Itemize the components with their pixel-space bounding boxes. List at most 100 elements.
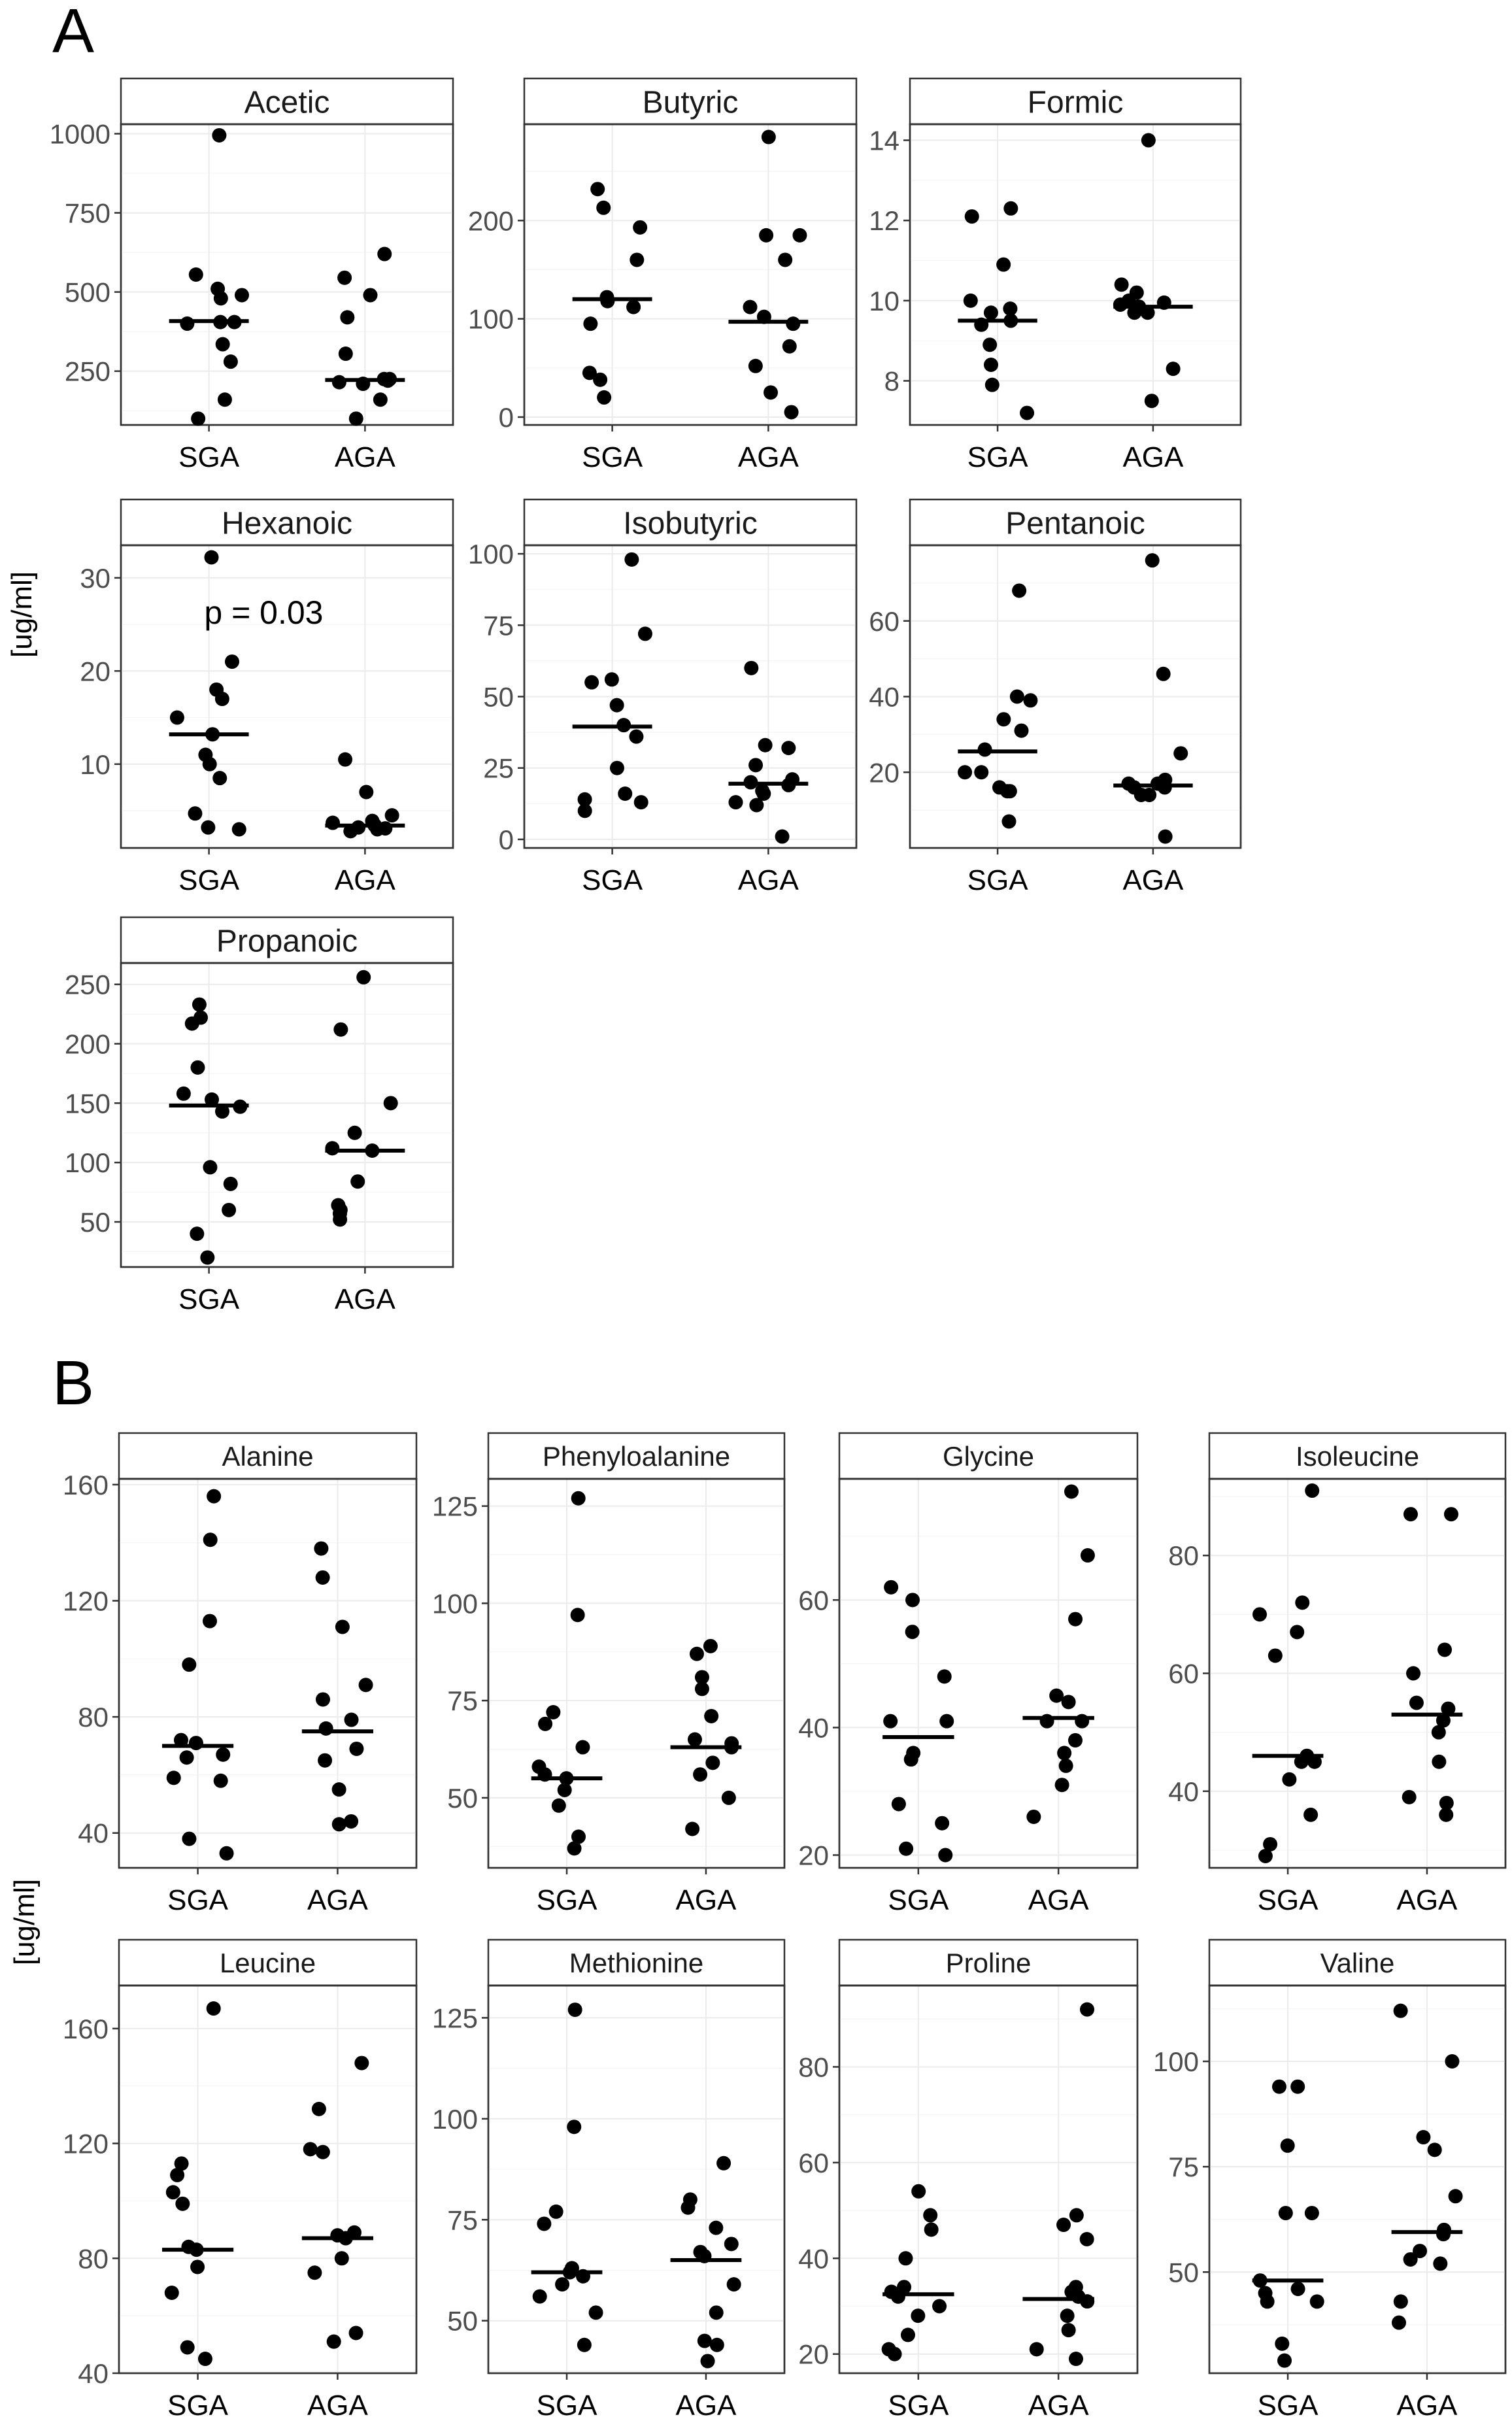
data-point-aga bbox=[1393, 2003, 1408, 2018]
data-point-aga bbox=[1114, 277, 1129, 292]
data-point-sga bbox=[567, 2120, 582, 2135]
x-tick-label-sga: SGA bbox=[1258, 1884, 1319, 1916]
data-point-aga bbox=[1068, 2352, 1083, 2367]
y-tick-label: 60 bbox=[798, 2148, 829, 2178]
data-point-aga bbox=[784, 405, 799, 420]
x-tick-label-aga: AGA bbox=[738, 864, 799, 896]
data-point-sga bbox=[1012, 583, 1027, 598]
data-point-sga bbox=[571, 1491, 586, 1506]
y-tick-label: 40 bbox=[869, 682, 899, 713]
data-point-sga bbox=[222, 1202, 237, 1217]
data-point-aga bbox=[1409, 1695, 1424, 1710]
data-point-aga bbox=[1080, 2294, 1095, 2309]
data-point-aga bbox=[307, 2265, 322, 2280]
data-point-aga bbox=[1113, 297, 1128, 312]
data-point-aga bbox=[1064, 1484, 1079, 1499]
data-point-aga bbox=[704, 1708, 719, 1723]
data-point-aga bbox=[1080, 2002, 1095, 2017]
data-point-aga bbox=[318, 1753, 333, 1768]
data-point-sga bbox=[532, 2289, 547, 2304]
x-tick-label-aga: AGA bbox=[1122, 864, 1184, 896]
y-tick-label: 0 bbox=[499, 824, 514, 855]
y-tick-label: 80 bbox=[78, 1702, 109, 1732]
facet-strip-valine bbox=[1208, 1938, 1507, 1987]
data-point-sga bbox=[983, 305, 998, 320]
y-tick-label: 60 bbox=[798, 1585, 829, 1615]
data-point-sga bbox=[984, 377, 1000, 392]
y-tick-label: 40 bbox=[78, 2358, 109, 2389]
data-point-aga bbox=[694, 1670, 709, 1685]
data-point-aga bbox=[709, 2337, 724, 2352]
plot-area-hexanoic bbox=[120, 544, 454, 849]
x-tick-label-sga: SGA bbox=[167, 2390, 229, 2417]
data-point-sga bbox=[164, 2286, 179, 2301]
data-point-sga bbox=[175, 2196, 190, 2211]
data-point-aga bbox=[1069, 2208, 1084, 2223]
x-tick-label-aga: AGA bbox=[307, 1884, 369, 1916]
data-point-aga bbox=[1166, 362, 1181, 377]
y-tick-label: 40 bbox=[798, 1712, 829, 1743]
y-tick-label: 40 bbox=[78, 1818, 109, 1849]
y-tick-label: 10 bbox=[869, 286, 899, 316]
plot-area-acetic bbox=[120, 123, 454, 426]
data-point-aga bbox=[1403, 1507, 1418, 1522]
facet-title-valine: Valine bbox=[1320, 1948, 1395, 1978]
data-point-sga bbox=[1020, 405, 1035, 420]
facet-strip-leucine bbox=[118, 1938, 418, 1987]
x-tick-label-aga: AGA bbox=[675, 2390, 737, 2417]
data-point-aga bbox=[326, 2334, 341, 2349]
data-point-sga bbox=[224, 654, 239, 669]
y-tick-label: 80 bbox=[78, 2243, 109, 2274]
data-point-sga bbox=[937, 1669, 952, 1684]
data-point-aga bbox=[349, 1741, 364, 1756]
data-point-sga bbox=[223, 354, 238, 369]
data-point-aga bbox=[744, 660, 759, 675]
facet-strip-methionine bbox=[487, 1938, 786, 1987]
data-point-sga bbox=[192, 997, 207, 1012]
data-point-aga bbox=[709, 2220, 724, 2235]
y-tick-label: 75 bbox=[447, 1685, 478, 1716]
data-point-sga bbox=[905, 1625, 920, 1640]
data-point-sga bbox=[546, 1705, 561, 1719]
data-point-aga bbox=[693, 1767, 708, 1782]
y-tick-label: 80 bbox=[798, 2052, 829, 2082]
y-tick-label: 500 bbox=[65, 277, 110, 308]
data-point-sga bbox=[898, 2251, 913, 2266]
data-point-aga bbox=[1158, 829, 1173, 844]
data-point-sga bbox=[633, 795, 648, 810]
plot-area-valine bbox=[1208, 1984, 1507, 2375]
data-point-sga bbox=[188, 806, 203, 821]
data-point-sga bbox=[1277, 2353, 1292, 2368]
facet-butyric: Butyric 0 100 200 SGA AGA bbox=[468, 77, 858, 473]
plot-area-phenyloalanine bbox=[487, 1478, 786, 1869]
data-point-aga bbox=[383, 1096, 398, 1111]
data-point-aga bbox=[1403, 2252, 1418, 2267]
data-point-aga bbox=[314, 1541, 329, 1556]
y-tick-label: 40 bbox=[1168, 1776, 1199, 1807]
data-point-aga bbox=[1433, 2256, 1448, 2271]
data-point-aga bbox=[694, 1682, 709, 1697]
data-point-sga bbox=[180, 316, 195, 331]
data-point-aga bbox=[348, 2325, 363, 2341]
data-point-sga bbox=[577, 792, 592, 807]
data-point-sga bbox=[206, 2001, 221, 2016]
data-point-sga bbox=[207, 1489, 222, 1504]
data-point-aga bbox=[384, 808, 399, 823]
data-point-sga bbox=[626, 299, 641, 314]
data-point-sga bbox=[570, 1608, 585, 1623]
data-point-aga bbox=[716, 2155, 731, 2171]
data-point-sga bbox=[582, 365, 597, 380]
data-point-sga bbox=[637, 626, 652, 641]
facet-strip-alanine bbox=[118, 1432, 418, 1480]
x-tick-label-aga: AGA bbox=[675, 1884, 737, 1916]
data-point-aga bbox=[1061, 1695, 1076, 1710]
data-point-aga bbox=[340, 310, 355, 325]
data-point-sga bbox=[924, 2222, 939, 2237]
x-tick-label-sga: SGA bbox=[582, 441, 643, 473]
x-tick-label-sga: SGA bbox=[178, 441, 240, 473]
data-point-aga bbox=[1145, 553, 1160, 568]
y-tick-label: 100 bbox=[432, 2104, 478, 2135]
data-point-sga bbox=[548, 2204, 563, 2219]
facet-strip-propanoic bbox=[120, 916, 454, 964]
data-point-sga bbox=[890, 2289, 905, 2304]
